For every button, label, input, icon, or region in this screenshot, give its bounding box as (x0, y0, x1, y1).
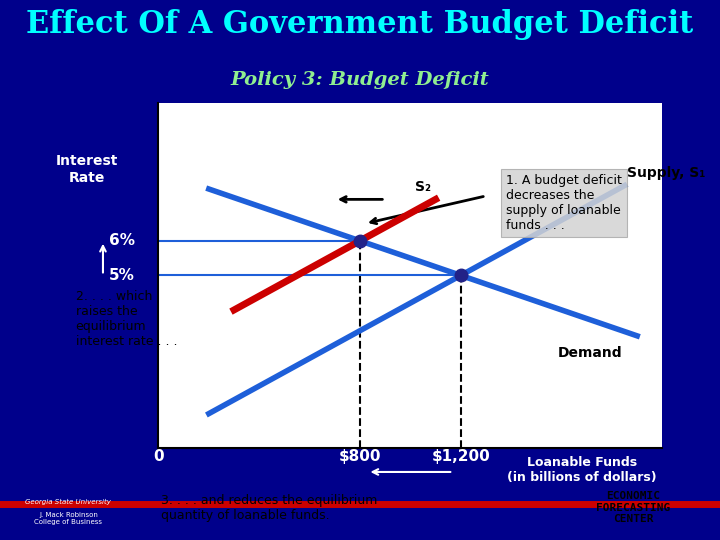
Text: Interest
Rate: Interest Rate (56, 154, 118, 185)
Text: J. Mack Robinson
College of Business: J. Mack Robinson College of Business (35, 512, 102, 525)
Text: 2. . . . which
raises the
equilibrium
interest rate . . .: 2. . . . which raises the equilibrium in… (76, 289, 177, 348)
Text: 0: 0 (153, 449, 163, 464)
Text: Georgia State University: Georgia State University (25, 499, 112, 505)
Text: Effect Of A Government Budget Deficit: Effect Of A Government Budget Deficit (27, 9, 693, 40)
Text: Demand: Demand (557, 346, 622, 360)
Text: Supply, S₁: Supply, S₁ (627, 166, 706, 180)
Text: 6%: 6% (109, 233, 135, 248)
Text: 5%: 5% (109, 268, 135, 283)
Text: 1. A budget deficit
decreases the
supply of loanable
funds . . .: 1. A budget deficit decreases the supply… (506, 174, 622, 232)
Text: $1,200: $1,200 (431, 449, 490, 464)
Text: ECONOMIC
FORECASTING
CENTER: ECONOMIC FORECASTING CENTER (596, 491, 671, 524)
Text: Loanable Funds
(in billions of dollars): Loanable Funds (in billions of dollars) (507, 456, 657, 484)
Text: $800: $800 (338, 449, 382, 464)
Text: Policy 3: Budget Deficit: Policy 3: Budget Deficit (230, 71, 490, 89)
Text: 3. . . . and reduces the equilibrium
quantity of loanable funds.: 3. . . . and reduces the equilibrium qua… (161, 494, 377, 522)
Text: S₂: S₂ (415, 180, 431, 194)
